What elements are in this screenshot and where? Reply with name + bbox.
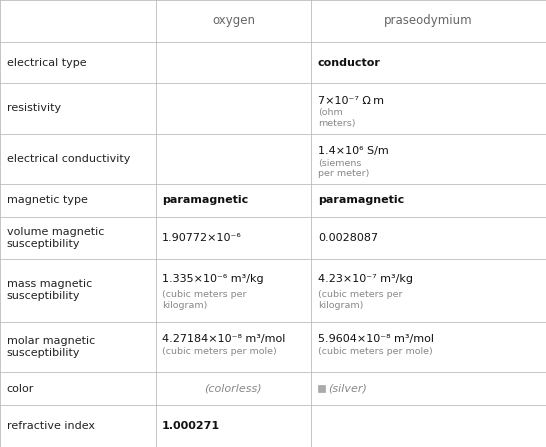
Text: volume magnetic
susceptibility: volume magnetic susceptibility bbox=[7, 227, 104, 249]
Text: resistivity: resistivity bbox=[7, 103, 61, 114]
Text: (cubic meters per
kilogram): (cubic meters per kilogram) bbox=[162, 290, 247, 310]
Text: mass magnetic
susceptibility: mass magnetic susceptibility bbox=[7, 279, 92, 301]
Text: praseodymium: praseodymium bbox=[384, 14, 473, 27]
Text: paramagnetic: paramagnetic bbox=[318, 195, 404, 205]
Text: 1.4×10⁶ S/m: 1.4×10⁶ S/m bbox=[318, 146, 389, 156]
Text: refractive index: refractive index bbox=[7, 421, 94, 431]
Text: electrical type: electrical type bbox=[7, 58, 86, 67]
Text: (cubic meters per mole): (cubic meters per mole) bbox=[318, 347, 432, 356]
Text: 4.27184×10⁻⁸ m³/mol: 4.27184×10⁻⁸ m³/mol bbox=[162, 334, 286, 345]
Text: color: color bbox=[7, 384, 34, 394]
Text: electrical conductivity: electrical conductivity bbox=[7, 154, 130, 164]
Text: (cubic meters per mole): (cubic meters per mole) bbox=[162, 347, 277, 356]
Text: 1.335×10⁻⁶ m³/kg: 1.335×10⁻⁶ m³/kg bbox=[162, 274, 264, 284]
Bar bbox=[318, 385, 325, 392]
Text: magnetic type: magnetic type bbox=[7, 195, 87, 205]
Text: 1.90772×10⁻⁶: 1.90772×10⁻⁶ bbox=[162, 233, 242, 243]
Text: 4.23×10⁻⁷ m³/kg: 4.23×10⁻⁷ m³/kg bbox=[318, 274, 413, 284]
Text: 0.0028087: 0.0028087 bbox=[318, 233, 378, 243]
Text: (ohm
meters): (ohm meters) bbox=[318, 109, 355, 128]
Text: (silver): (silver) bbox=[328, 384, 367, 394]
Text: (cubic meters per
kilogram): (cubic meters per kilogram) bbox=[318, 290, 402, 310]
Text: 7×10⁻⁷ Ω m: 7×10⁻⁷ Ω m bbox=[318, 96, 384, 106]
Text: 5.9604×10⁻⁸ m³/mol: 5.9604×10⁻⁸ m³/mol bbox=[318, 334, 434, 345]
Text: molar magnetic
susceptibility: molar magnetic susceptibility bbox=[7, 336, 95, 358]
Text: (siemens
per meter): (siemens per meter) bbox=[318, 159, 369, 178]
Text: conductor: conductor bbox=[318, 58, 381, 67]
Text: paramagnetic: paramagnetic bbox=[162, 195, 248, 205]
Text: oxygen: oxygen bbox=[212, 14, 255, 27]
Text: (colorless): (colorless) bbox=[205, 384, 262, 394]
Text: 1.000271: 1.000271 bbox=[162, 421, 220, 431]
